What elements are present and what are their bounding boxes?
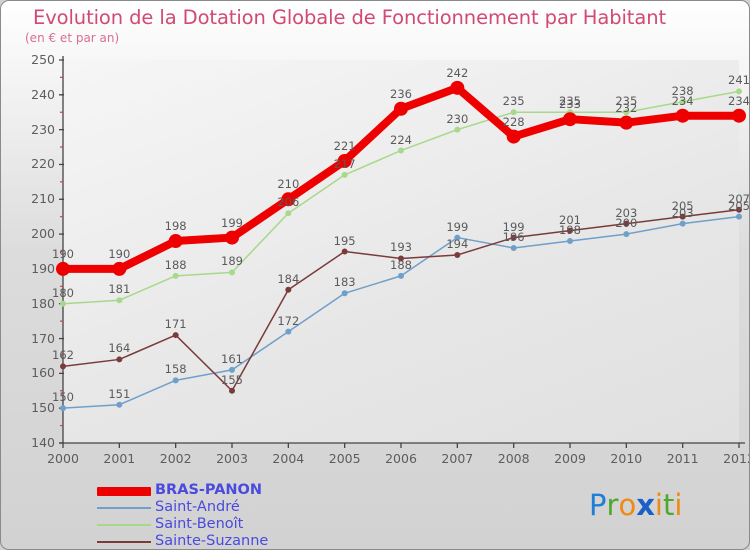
legend-item-saint-beno-t[interactable]: Saint-Benoît	[97, 516, 397, 534]
y-axis-tick-label: 160	[31, 365, 55, 381]
legend-swatch	[97, 507, 151, 509]
x-axis-tick-label: 2003	[216, 451, 248, 466]
y-axis-tick-label: 210	[31, 191, 55, 207]
legend-item-bras-panon[interactable]: BRAS-PANON	[97, 482, 397, 500]
legend-label: Saint-André	[155, 499, 240, 515]
logo-letter-r: r	[606, 488, 619, 522]
y-axis-tick-label: 150	[31, 400, 55, 416]
proxiti-logo: Proxiti	[589, 488, 682, 522]
x-axis-tick-label: 2010	[610, 451, 643, 466]
y-axis-tick-label: 140	[31, 435, 55, 450]
legend-swatch	[97, 487, 151, 496]
legend-swatch	[97, 524, 151, 526]
logo-letter-i1: i	[654, 488, 663, 522]
x-axis-tick-label: 2011	[666, 451, 699, 466]
y-axis-tick-label: 230	[31, 121, 55, 137]
y-axis-tick-label: 240	[31, 86, 55, 102]
x-axis-tick-label: 2006	[385, 451, 417, 466]
y-axis-tick-label: 180	[31, 295, 55, 311]
plot-area	[63, 60, 739, 443]
chart-legend: BRAS-PANON Saint-André Saint-Benoît Sainte-…	[97, 482, 397, 549]
logo-letter-o: o	[618, 488, 637, 522]
x-axis-tick-label: 2001	[103, 451, 136, 466]
chart-subtitle: (en € et par an)	[25, 31, 120, 45]
legend-label: Sainte-Suzanne	[155, 533, 269, 549]
legend-item-saint-andr-[interactable]: Saint-André	[97, 499, 397, 517]
page-title: Evolution de la Dotation Globale de Fonc…	[33, 6, 667, 29]
logo-letter-i2: i	[674, 488, 683, 522]
y-axis-tick-label: 220	[31, 156, 55, 172]
y-axis-tick-label: 170	[31, 330, 55, 346]
y-axis-tick-label: 250	[31, 52, 55, 67]
logo-letter-t: t	[662, 488, 675, 522]
x-axis-tick-label: 2007	[441, 451, 474, 466]
x-axis-tick-label: 2000	[47, 451, 79, 466]
legend-label: BRAS-PANON	[155, 482, 263, 498]
x-axis-tick-label: 2002	[159, 451, 192, 466]
x-axis-tick-label: 2008	[497, 451, 530, 466]
legend-label: Saint-Benoît	[155, 516, 244, 532]
y-axis-tick-label: 200	[31, 226, 55, 242]
logo-letter-x: x	[636, 488, 655, 522]
legend-swatch	[97, 541, 151, 543]
x-axis-tick-label: 2004	[272, 451, 305, 466]
legend-item-sainte-suzanne[interactable]: Sainte-Suzanne	[97, 533, 397, 549]
logo-letter-p: P	[589, 488, 607, 522]
x-axis-tick-label: 2005	[328, 451, 361, 466]
x-axis-tick-label: 2009	[554, 451, 586, 466]
y-axis-tick-label: 190	[31, 260, 55, 276]
